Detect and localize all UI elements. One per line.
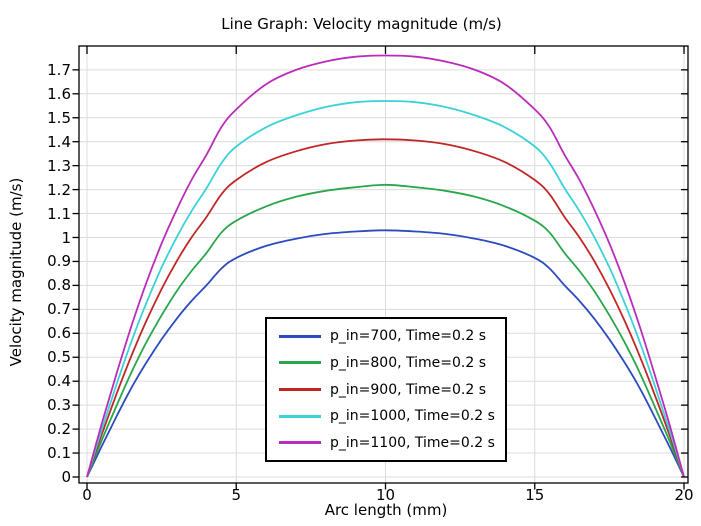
y-tick-label: 0.7 — [47, 300, 71, 319]
y-tick-label: 0.8 — [47, 276, 71, 295]
legend-label: p_in=1100, Time=0.2 s — [330, 434, 495, 451]
y-tick-label: 1.1 — [47, 204, 71, 223]
y-tick-label: 1.4 — [47, 132, 71, 151]
y-tick-label: 0.4 — [47, 372, 71, 391]
legend-line-swatch — [279, 388, 321, 391]
legend-line-swatch — [279, 441, 321, 445]
legend-label: p_in=700, Time=0.2 s — [330, 328, 487, 345]
x-axis-label: Arc length (mm) — [324, 501, 448, 519]
y-tick-label: 0.2 — [47, 420, 71, 439]
legend-label: p_in=800, Time=0.2 s — [330, 354, 487, 371]
x-tick-label: 10 — [375, 486, 396, 504]
y-axis-label: Velocity magnitude (m/s) — [7, 177, 25, 367]
y-tick-label: 1.5 — [47, 108, 71, 127]
legend-item-1: p_in=700, Time=0.2 s — [267, 323, 505, 350]
series-curve-1 — [86, 229, 685, 478]
x-tick-label: 15 — [525, 486, 545, 504]
legend-label: p_in=900, Time=0.2 s — [330, 381, 487, 398]
y-tick-label: 0.5 — [47, 348, 71, 367]
y-tick-label: 0.9 — [47, 252, 71, 271]
y-tick-label: 1.7 — [47, 60, 71, 79]
legend-line-swatch — [279, 414, 321, 418]
series-curve-4 — [86, 100, 685, 478]
y-tick-label: 0.3 — [47, 396, 71, 415]
series-curve-3 — [86, 138, 685, 478]
y-tick-label: 1.3 — [47, 156, 71, 175]
legend-item-4: p_in=1000, Time=0.2 s — [267, 403, 505, 430]
x-tick-label: 5 — [231, 486, 242, 504]
legend-item-2: p_in=800, Time=0.2 s — [267, 350, 505, 377]
legend-item-3: p_in=900, Time=0.2 s — [267, 376, 505, 403]
y-tick-label: 1.6 — [47, 84, 71, 103]
x-tick-label: 0 — [82, 486, 92, 504]
legend-line-swatch — [279, 334, 321, 338]
y-tick-label: 0.6 — [47, 324, 71, 343]
y-tick-label: 0.1 — [47, 444, 71, 463]
series-curve-5 — [86, 54, 685, 478]
y-tick-label: 1.2 — [47, 180, 71, 199]
series-curve-2 — [86, 183, 685, 478]
legend-label: p_in=1000, Time=0.2 s — [330, 408, 495, 425]
chart-title: Line Graph: Velocity magnitude (m/s) — [221, 15, 502, 33]
legend-item-5: p_in=1100, Time=0.2 s — [267, 429, 505, 456]
axes-frame — [78, 45, 689, 484]
x-tick-label: 20 — [674, 486, 694, 504]
y-tick-label: 1 — [61, 228, 71, 247]
y-tick-label: 0 — [61, 468, 71, 486]
legend-line-swatch — [279, 361, 321, 365]
legend-box: p_in=700, Time=0.2 s p_in=800, Time=0.2 s… — [265, 317, 507, 462]
